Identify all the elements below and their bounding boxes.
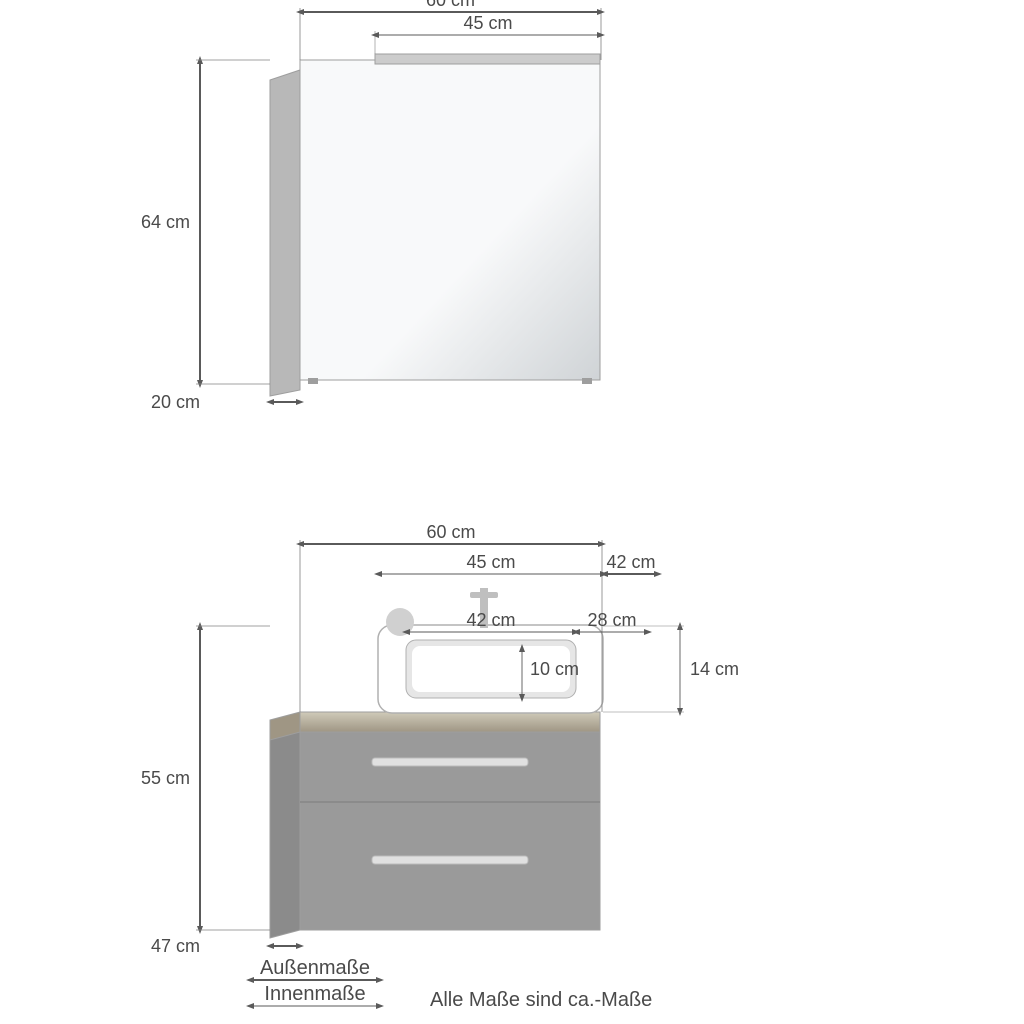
mirror-cabinet-foot [308, 378, 318, 384]
vanity-side [270, 720, 300, 938]
dimension-label: 64 cm [141, 212, 190, 232]
dimension-label: 20 cm [151, 392, 200, 412]
legend-label: Außenmaße [260, 957, 370, 979]
dimension-label: 14 cm [690, 659, 739, 679]
mirror-cabinet-foot [582, 378, 592, 384]
dimension-label: 45 cm [466, 552, 515, 572]
dimension-label: 47 cm [151, 936, 200, 956]
drawer-handle [372, 856, 528, 864]
dimension-label: 55 cm [141, 768, 190, 788]
dimension-label: 60 cm [426, 522, 475, 542]
legend-label: Innenmaße [264, 983, 365, 1005]
drawer-handle [372, 758, 528, 766]
dimension-label: 45 cm [463, 13, 512, 33]
dimension-label: 42 cm [466, 610, 515, 630]
mirror-cabinet-side [270, 70, 300, 396]
diagram-svg: 60 cm 45 cm 64 cm 20 cm 60 cm 45 cm 42 cm 42 cm… [0, 0, 1024, 1024]
dimension-label: 10 cm [530, 659, 579, 679]
dimension-label: 28 cm [587, 610, 636, 630]
dimension-label: 42 cm [606, 552, 655, 572]
diagram-canvas: 60 cm 45 cm 64 cm 20 cm 60 cm 45 cm 42 cm 42 cm… [0, 0, 1024, 1024]
vanity-countertop [300, 712, 600, 732]
mirror-cabinet-light [375, 54, 600, 64]
footer-note: Alle Maße sind ca.-Maße [430, 989, 652, 1011]
dimension-label: 60 cm [426, 0, 475, 10]
mirror-cabinet-front [300, 60, 600, 380]
